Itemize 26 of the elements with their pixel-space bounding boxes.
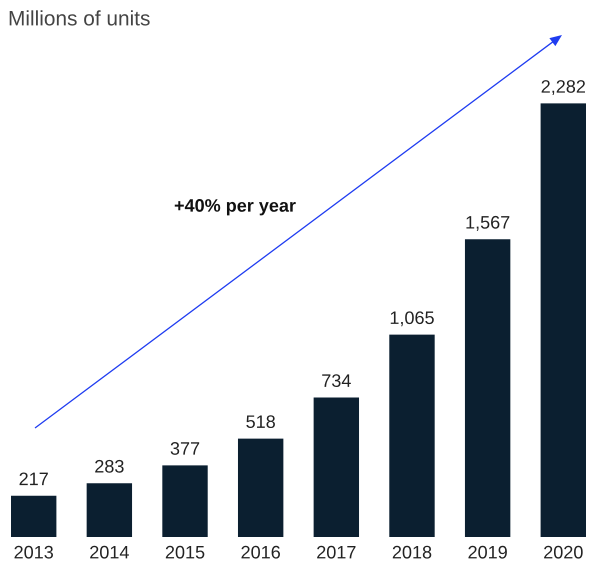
bar <box>162 465 208 537</box>
bar <box>86 483 132 537</box>
data-label: 1,567 <box>466 216 510 231</box>
x-tick-label: 2020 <box>544 546 583 559</box>
annotation: +40% per year <box>174 199 296 216</box>
x-tick-label: 2017 <box>317 546 356 559</box>
bar <box>314 398 360 537</box>
bar <box>238 438 284 537</box>
data-label: 734 <box>322 374 351 388</box>
x-tick-label: 2015 <box>166 546 204 559</box>
bar <box>540 103 586 537</box>
data-label: 283 <box>95 460 124 473</box>
data-label: 377 <box>170 442 200 455</box>
x-tick-label: 2016 <box>242 546 280 559</box>
data-label: 518 <box>246 415 275 428</box>
bar <box>11 496 56 537</box>
x-tick-label: 2014 <box>90 546 129 559</box>
data-label: 1,065 <box>390 311 434 326</box>
x-tick-label: 2018 <box>392 546 432 559</box>
data-label: 2,282 <box>542 80 585 95</box>
bar <box>389 334 435 537</box>
x-tick-label: 2019 <box>468 546 507 559</box>
data-label: 217 <box>20 472 48 486</box>
bar <box>464 239 510 537</box>
x-tick-label: 2013 <box>14 546 53 559</box>
chart-title: Millions of units <box>10 10 150 26</box>
